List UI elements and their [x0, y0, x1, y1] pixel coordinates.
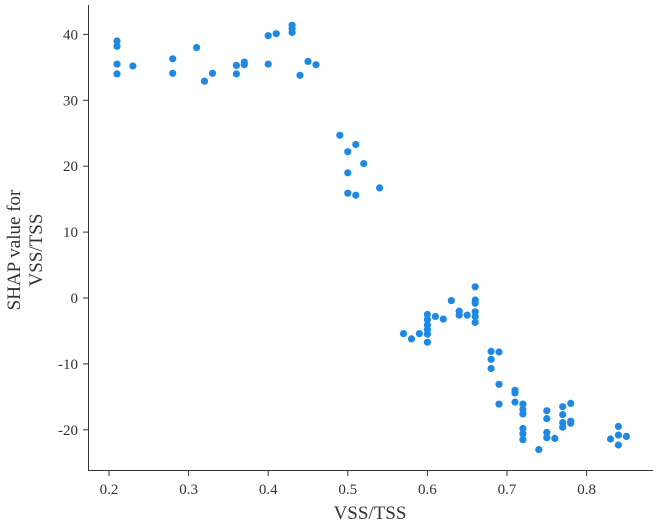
data-point	[614, 431, 623, 439]
data-point	[487, 347, 495, 355]
data-point	[113, 42, 121, 50]
data-point	[606, 435, 615, 443]
data-point	[208, 69, 217, 77]
data-point	[431, 312, 439, 321]
data-point	[471, 299, 479, 307]
data-point	[519, 430, 527, 438]
data-point	[519, 400, 527, 408]
data-point	[240, 61, 248, 69]
data-point	[423, 316, 431, 324]
data-point	[304, 57, 312, 65]
data-point	[312, 61, 320, 69]
data-point	[519, 410, 527, 418]
x-ticks: 0.2 0.3 0.4 0.5 0.6 0.7 0.8	[100, 471, 596, 498]
y-axis-label-line2: VSS/TSS	[26, 214, 47, 287]
data-point	[129, 62, 137, 70]
data-point	[360, 160, 368, 168]
data-point	[567, 399, 575, 407]
y-axis-label-line1: SHAP value for	[4, 189, 25, 310]
y-tick-label: 40	[63, 27, 78, 43]
data-point	[447, 297, 455, 305]
data-point	[113, 37, 121, 45]
data-point	[471, 283, 479, 291]
data-point	[559, 403, 567, 411]
data-point	[423, 330, 431, 338]
x-tick-label: 0.8	[577, 482, 596, 498]
data-point	[264, 32, 272, 40]
data-point	[232, 61, 240, 69]
data-point	[344, 148, 352, 156]
data-point	[622, 432, 631, 440]
data-point	[264, 60, 272, 68]
data-point	[614, 422, 623, 431]
y-tick-label: -10	[58, 357, 78, 373]
data-point	[455, 311, 463, 319]
data-point	[336, 131, 344, 139]
data-point	[288, 28, 296, 36]
data-point	[543, 415, 551, 423]
y-tick-label: 10	[63, 225, 78, 241]
data-point	[535, 446, 543, 454]
data-point	[511, 389, 519, 397]
data-point	[551, 434, 559, 442]
data-point	[113, 70, 121, 78]
data-point	[495, 400, 503, 408]
x-tick-label: 0.6	[418, 482, 437, 498]
data-point	[559, 423, 567, 431]
data-point	[232, 70, 240, 78]
data-point	[296, 71, 304, 79]
data-point	[559, 411, 567, 419]
data-point	[415, 330, 423, 338]
data-point	[423, 310, 431, 319]
data-point	[495, 380, 503, 388]
data-point	[487, 364, 495, 373]
data-point	[344, 189, 352, 197]
x-tick-label: 0.7	[498, 482, 517, 498]
data-point	[439, 315, 447, 323]
data-point	[471, 312, 479, 321]
data-point	[511, 398, 519, 406]
data-point	[423, 338, 431, 346]
data-point	[543, 428, 551, 436]
data-point	[113, 60, 121, 68]
data-point	[543, 407, 551, 415]
x-tick-label: 0.2	[100, 482, 119, 498]
data-point	[200, 77, 209, 85]
data-point	[567, 419, 575, 427]
data-point	[169, 55, 177, 63]
scatter-points	[113, 21, 631, 454]
data-point	[614, 441, 623, 449]
data-point	[399, 330, 408, 338]
data-point	[352, 191, 360, 199]
x-tick-label: 0.5	[338, 482, 357, 498]
data-point	[463, 311, 471, 319]
y-tick-label: 0	[71, 291, 79, 307]
y-tick-label: 30	[63, 93, 78, 109]
data-point	[169, 69, 177, 77]
x-tick-label: 0.4	[259, 482, 278, 498]
y-tick-label: 20	[63, 159, 78, 175]
data-point	[272, 30, 280, 38]
data-point	[471, 318, 479, 326]
data-point	[487, 355, 495, 363]
data-point	[519, 424, 527, 433]
y-tick-label: -20	[58, 423, 78, 439]
data-point	[407, 335, 416, 343]
x-tick-label: 0.3	[179, 482, 198, 498]
data-point	[543, 434, 551, 442]
data-point	[495, 348, 503, 356]
data-point	[376, 184, 384, 192]
data-point	[519, 436, 527, 444]
y-ticks: -20 -10 0 10 20 30 40	[58, 27, 88, 439]
x-axis-label: VSS/TSS	[334, 503, 407, 524]
data-point	[352, 140, 360, 149]
data-point	[193, 44, 201, 52]
data-point	[344, 169, 352, 177]
